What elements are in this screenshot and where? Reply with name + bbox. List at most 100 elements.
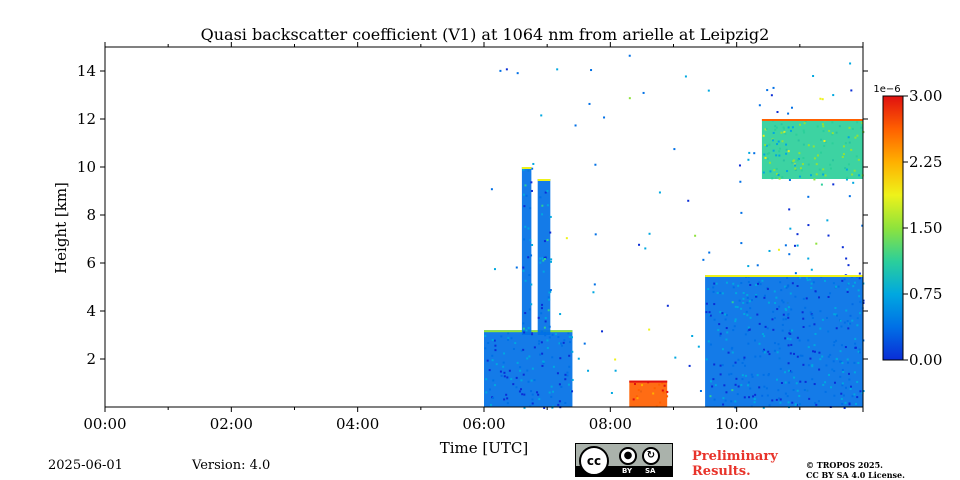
region-texture [506, 397, 509, 400]
region-texture [798, 152, 801, 155]
region-texture [759, 355, 762, 358]
region-texture [787, 285, 790, 288]
region-texture [776, 173, 779, 176]
noise-speck [807, 195, 810, 198]
sa-share-icon: ↻ [642, 447, 660, 465]
region-texture [506, 376, 509, 379]
region-texture [551, 356, 554, 359]
region-texture [821, 123, 824, 126]
region-edge [521, 167, 532, 169]
region-texture [780, 381, 783, 384]
region-texture [789, 332, 792, 335]
region-texture [520, 379, 523, 382]
region-texture [540, 307, 543, 310]
region-texture [854, 346, 857, 349]
region-texture [712, 286, 715, 289]
region-texture [856, 381, 859, 384]
region-texture [811, 365, 814, 368]
noise-speck [747, 265, 750, 268]
noise-speck [789, 227, 792, 230]
region-texture [747, 326, 750, 329]
region-texture [784, 337, 787, 340]
region-texture [666, 390, 669, 393]
region-texture [484, 347, 487, 350]
region-texture [772, 131, 775, 134]
colorbar: 1e−6 0.00 0.75 1.50 2.25 3.00 [873, 84, 942, 369]
region-texture [723, 384, 726, 387]
noise-speck [614, 369, 617, 372]
region-texture [725, 391, 728, 394]
colorbar-tick-label: 3.00 [909, 87, 942, 105]
region-texture [846, 288, 849, 291]
region-texture [851, 319, 854, 322]
region-texture [793, 352, 796, 355]
region-texture [840, 344, 843, 347]
region-texture [851, 127, 854, 130]
x-tick-label: 10:00 [715, 415, 758, 433]
region-texture [508, 369, 511, 372]
region-texture [543, 240, 546, 243]
region-texture [766, 288, 769, 291]
region-texture [778, 177, 781, 180]
noise-speck [758, 104, 761, 107]
noise-speck [827, 234, 830, 237]
region-texture [536, 391, 539, 394]
region-texture [774, 128, 777, 131]
region-texture [782, 318, 785, 321]
region-texture [524, 225, 527, 228]
region-texture [543, 332, 546, 335]
region-texture [735, 292, 738, 295]
region-texture [745, 310, 748, 313]
region-texture [713, 363, 716, 366]
region-texture [841, 384, 844, 387]
region-texture [717, 329, 720, 332]
cc-sa-label: SA [645, 467, 656, 475]
region-texture [759, 283, 762, 286]
region-texture [811, 364, 814, 367]
region-texture [849, 322, 852, 325]
region-texture [784, 318, 787, 321]
region-texture [530, 254, 533, 257]
region-texture [765, 144, 768, 147]
region-texture [797, 157, 800, 160]
region-texture [663, 384, 666, 387]
region-texture [839, 319, 842, 322]
region-texture [790, 371, 793, 374]
region-texture [544, 320, 547, 323]
region-texture [799, 123, 802, 126]
region-texture [853, 281, 856, 284]
colorbar-tick-label: 0.00 [909, 351, 942, 369]
region-texture [737, 385, 740, 388]
region-texture [658, 383, 661, 386]
y-axis: 2 4 6 8 10 12 14 [77, 62, 868, 368]
region-texture [730, 372, 733, 375]
region-texture [740, 282, 743, 285]
region-texture [742, 291, 745, 294]
region-texture [799, 354, 802, 357]
region-texture [829, 292, 832, 295]
region-texture [542, 362, 545, 365]
noise-speck [850, 89, 853, 92]
region-texture [502, 361, 505, 364]
region-texture [781, 176, 784, 179]
noise-speck [858, 272, 861, 275]
noise-speck [812, 75, 815, 78]
noise-speck [807, 257, 810, 260]
region-texture [708, 311, 711, 314]
cc-license-badge[interactable]: cc ● ↻ BY SA [575, 443, 673, 477]
region-texture [755, 283, 758, 286]
region-texture [839, 350, 842, 353]
region-texture [821, 318, 824, 321]
region-texture [661, 389, 664, 392]
region-texture [485, 391, 488, 394]
region-texture [787, 150, 790, 153]
region-texture [568, 365, 571, 368]
region-texture [791, 329, 794, 332]
region-texture [541, 213, 544, 216]
region-texture [858, 351, 861, 354]
region-texture [804, 306, 807, 309]
region-texture [834, 307, 837, 310]
noise-speck [614, 358, 617, 361]
region-texture [539, 353, 542, 356]
region-texture [543, 326, 546, 329]
